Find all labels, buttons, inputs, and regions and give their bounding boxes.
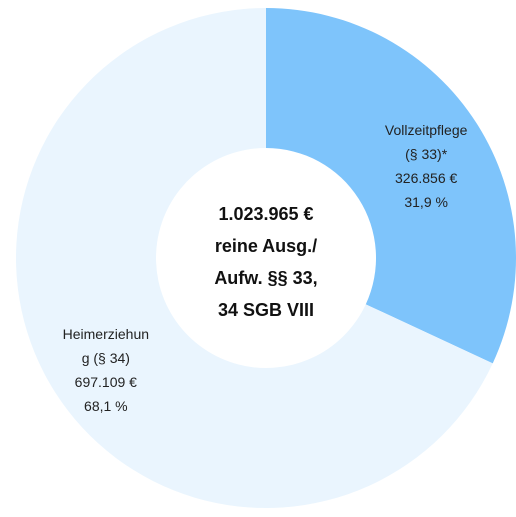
value-label: 697.109 € xyxy=(74,374,137,391)
center-line: 1.023.965 € xyxy=(218,204,314,224)
category-label: Vollzeitpflege (§ 33)* xyxy=(384,121,468,162)
percent-label: 31,9 % xyxy=(404,193,448,210)
value-label: 326.856 € xyxy=(395,169,458,186)
center-label: 1.023.965 € reine Ausg./ Aufw. §§ 33, 34 SG… xyxy=(214,198,317,326)
donut-slice xyxy=(16,8,493,508)
slice-label: Heimerziehung (§ 34) 697.109 € 68,1 % xyxy=(60,322,152,418)
center-line: 34 SGB VIII xyxy=(217,300,315,320)
percent-label: 68,1 % xyxy=(84,398,128,415)
slice-label: Vollzeitpflege (§ 33)* 326.856 € 31,9 % xyxy=(380,118,472,214)
center-line: reine Ausg./ xyxy=(214,236,318,256)
donut-slice xyxy=(266,8,516,364)
category-label: Heimerziehung (§ 34) xyxy=(62,326,150,367)
center-line: Aufw. §§ 33, xyxy=(214,268,318,288)
